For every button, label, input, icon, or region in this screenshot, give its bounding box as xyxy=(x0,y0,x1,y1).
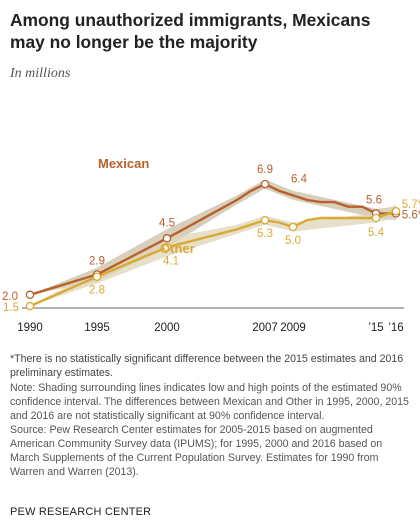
data-point-other-1990 xyxy=(25,301,35,311)
x-tick-label-1990: 1990 xyxy=(17,322,43,334)
chart-notes: *There is no statistically significant d… xyxy=(10,352,414,479)
x-tick-label-2016: ’16 xyxy=(388,322,403,334)
data-point-other-2007 xyxy=(260,215,270,225)
data-label-other-2000: 4.1 xyxy=(163,255,179,267)
confidence-band-other xyxy=(30,204,396,307)
x-tick-label-2009: 2009 xyxy=(280,322,306,334)
data-label-other-2016: 5.7* xyxy=(402,199,420,211)
data-label-mexican-2000: 4.5 xyxy=(159,217,175,229)
data-point-other-1995 xyxy=(92,272,102,281)
x-tick-label-1995: 1995 xyxy=(84,322,110,334)
data-label-mexican-2007: 6.9 xyxy=(257,164,273,176)
data-label-mexican-1990: 2.0 xyxy=(2,291,18,303)
footnote: *There is no statistically significant d… xyxy=(10,353,404,379)
data-point-mexican-2000 xyxy=(162,234,172,243)
data-label-other-2009: 5.0 xyxy=(285,235,301,247)
data-point-other-2016 xyxy=(391,206,401,216)
chart-subtitle: In millions xyxy=(10,66,71,81)
x-tick-label-2007: 2007 xyxy=(252,322,278,334)
series-label-mexican: Mexican xyxy=(98,156,149,171)
data-point-mexican-1990 xyxy=(25,290,35,300)
data-label-other-1990: 1.5 xyxy=(3,302,19,314)
x-tick-label-2000: 2000 xyxy=(154,322,180,334)
line-chart: 2.0 2.9 4.5 6.9 6.4 5.6 5.6* 1.5 2.8 4.1 5.3 5.0 5.4… xyxy=(2,156,420,334)
chart-title: Among unauthorized immigrants, Mexicans … xyxy=(10,10,371,52)
data-label-mexican-2009: 6.4 xyxy=(291,173,308,185)
data-label-other-2007: 5.3 xyxy=(257,228,273,240)
series-line-mexican xyxy=(29,182,396,296)
data-label-mexican-2016: 5.6* xyxy=(402,209,420,221)
data-label-other-2015: 5.4 xyxy=(368,227,385,239)
note-text: Note: Shading surrounding lines indicate… xyxy=(10,382,409,422)
x-tick-label-2015: ’15 xyxy=(368,322,383,334)
source-text: Source: Pew Research Center estimates fo… xyxy=(10,424,383,478)
pew-logo: PEW RESEARCH CENTER xyxy=(10,506,152,518)
data-point-mexican-2007 xyxy=(260,179,270,189)
data-label-mexican-2015: 5.6 xyxy=(366,194,382,206)
data-label-mexican-1995: 2.9 xyxy=(89,256,105,268)
data-point-other-2015 xyxy=(371,213,381,223)
data-point-other-2000 xyxy=(162,243,172,252)
data-point-other-2009 xyxy=(288,222,298,232)
series-label-other: Other xyxy=(160,241,195,256)
data-label-other-1995: 2.8 xyxy=(89,285,105,297)
